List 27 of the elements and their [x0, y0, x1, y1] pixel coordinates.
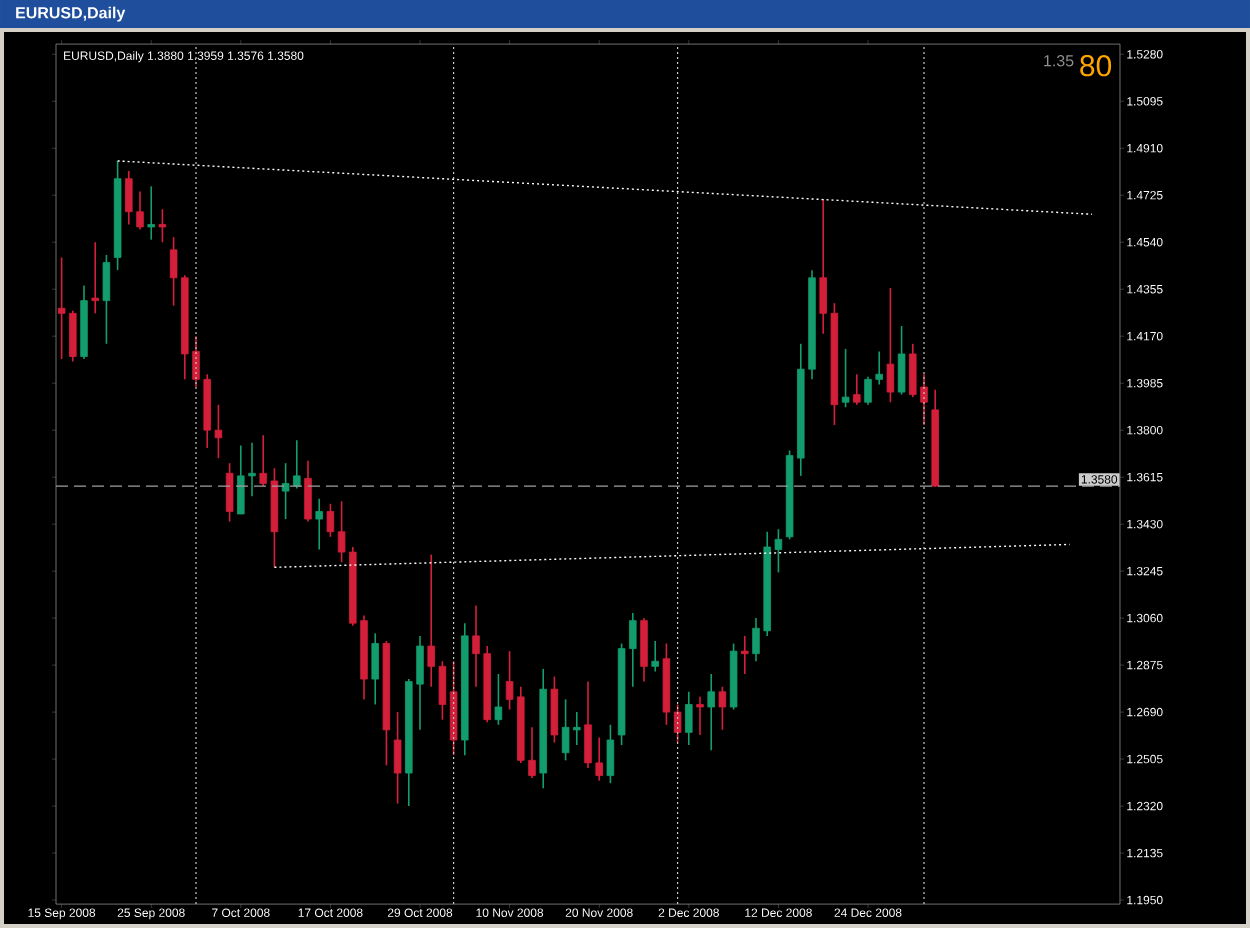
- candlestick: [707, 673, 715, 751]
- candlestick: [651, 640, 659, 673]
- candlestick: [225, 462, 234, 523]
- candlestick: [640, 617, 648, 683]
- candlestick: [718, 685, 727, 731]
- candlestick: [550, 675, 559, 744]
- candlestick: [158, 208, 167, 243]
- candlestick: [147, 185, 155, 241]
- candlestick: [304, 459, 312, 523]
- chart-title: EURUSD,Daily: [16, 6, 126, 22]
- candlestick: [696, 696, 704, 736]
- candlestick: [326, 502, 335, 538]
- candlestick: [494, 673, 503, 726]
- candlestick: [897, 325, 906, 396]
- candlestick: [886, 287, 895, 403]
- candlestick: [853, 373, 861, 406]
- candlestick: [685, 690, 693, 746]
- candlestick: [91, 241, 99, 315]
- candlestick: [606, 723, 615, 784]
- annotation: 80: [1080, 55, 1112, 77]
- candlestick: [393, 711, 402, 805]
- candlestick: [102, 254, 111, 345]
- candlestick: [741, 635, 749, 675]
- annotation: 1.35: [1044, 55, 1074, 67]
- candlestick: [371, 632, 379, 706]
- candlestick: [841, 348, 850, 409]
- candlestick: [315, 497, 323, 551]
